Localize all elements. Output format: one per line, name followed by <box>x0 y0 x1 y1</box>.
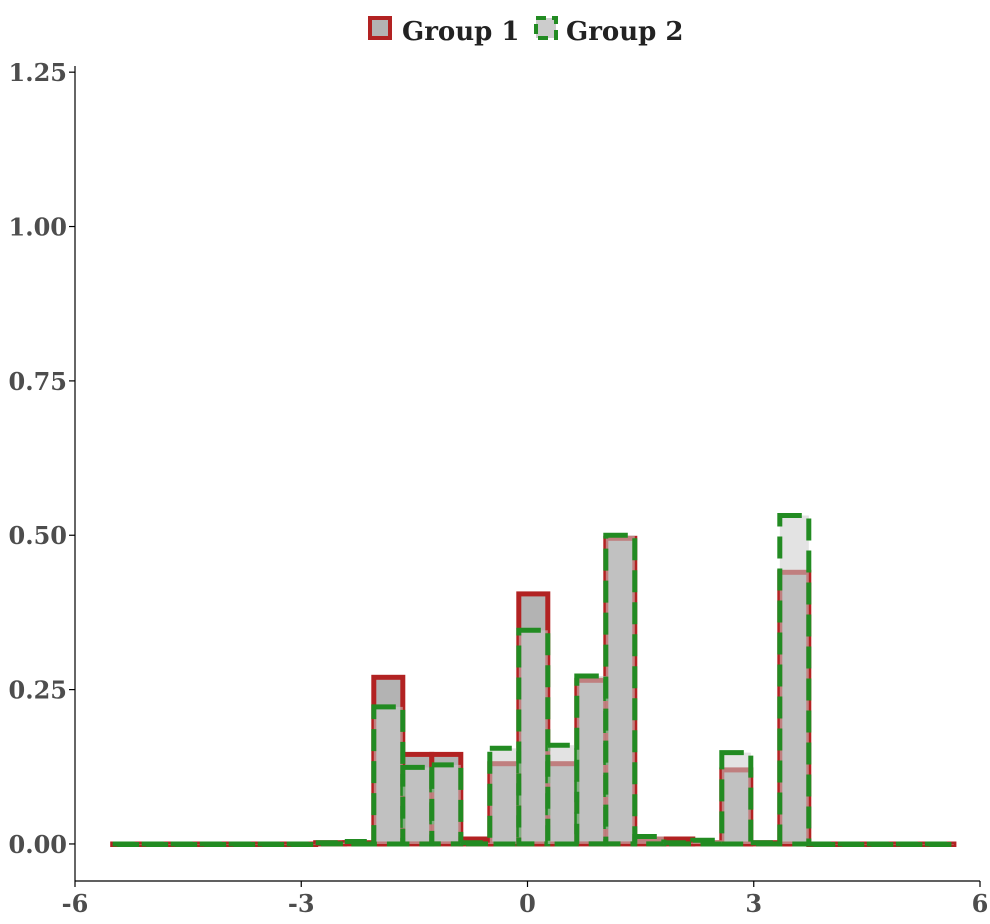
bar-2-10 <box>400 764 435 847</box>
bar-2-23 <box>777 513 812 847</box>
x-tick-label-4: 6 <box>972 889 989 918</box>
bar-2-5 <box>255 841 290 847</box>
bar-2-20 <box>690 837 725 847</box>
bar-2-3 <box>197 841 232 847</box>
bar-2-16 <box>574 673 609 847</box>
bar-2-22 <box>748 840 783 847</box>
legend-swatch-group-1 <box>368 16 392 40</box>
y-tick-label-4: 1.00 <box>9 213 67 242</box>
bar-2-1 <box>139 841 174 847</box>
y-tick-label-0: 0.00 <box>9 830 67 859</box>
bar-2-6 <box>284 841 319 847</box>
x-tick-label-0: -6 <box>62 889 89 918</box>
legend-swatch-group-2 <box>534 16 558 40</box>
y-tick-label-5: 1.25 <box>9 58 67 87</box>
legend-label-group-1: Group 1 <box>402 17 519 47</box>
bar-2-11 <box>429 762 464 847</box>
bar-2-12 <box>458 840 493 847</box>
y-axis-ticks: 0.00 0.25 0.50 0.75 1.00 1.25 <box>9 58 75 859</box>
bar-2-17 <box>603 532 638 847</box>
bar-2-18 <box>632 834 667 847</box>
bar-2-0 <box>110 841 145 847</box>
series-group-2 <box>110 513 957 847</box>
y-tick-label-1: 0.25 <box>9 676 67 705</box>
bar-2-26 <box>864 841 899 847</box>
x-tick-label-3: 3 <box>745 889 762 918</box>
bar-2-4 <box>226 841 261 847</box>
legend: Group 1 Group 2 <box>368 16 683 47</box>
bar-2-14 <box>516 627 551 847</box>
x-tick-label-1: -3 <box>288 889 315 918</box>
bar-2-19 <box>661 840 696 847</box>
bar-2-28 <box>922 841 957 847</box>
bar-2-25 <box>835 841 870 847</box>
bar-2-21 <box>719 750 754 847</box>
bar-2-9 <box>371 704 406 847</box>
bar-2-13 <box>487 745 522 847</box>
x-axis-ticks: -6 -3 0 3 6 <box>62 881 989 918</box>
bar-2-15 <box>545 742 580 847</box>
y-tick-label-2: 0.50 <box>9 521 67 550</box>
bar-2-2 <box>168 841 203 847</box>
y-tick-label-3: 0.75 <box>9 367 67 396</box>
legend-label-group-2: Group 2 <box>566 17 683 47</box>
bar-2-24 <box>806 841 841 847</box>
x-tick-label-2: 0 <box>519 889 536 918</box>
bar-2-7 <box>313 840 348 847</box>
bar-2-8 <box>342 839 377 847</box>
bar-2-27 <box>893 841 928 847</box>
